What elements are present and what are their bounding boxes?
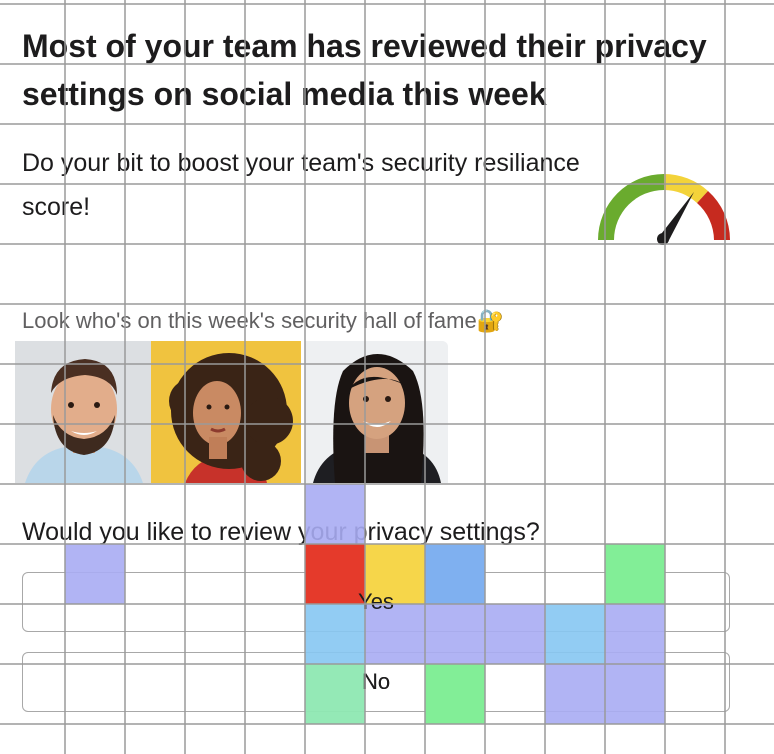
person-avatar [15,341,151,483]
message-title: Most of your team has reviewed their pri… [22,28,707,112]
hall-of-fame-photo-3 [305,341,448,483]
person-avatar [151,341,301,483]
hall-of-fame-label: Look who's on this week's security hall … [22,306,504,336]
question-text: Would you like to review your privacy se… [22,518,540,546]
option-no-label: No [361,669,391,694]
message-subtitle: Do your bit to boost your team's securit… [22,149,580,221]
option-yes-button[interactable]: Yes [22,572,730,632]
hall-of-fame-photo-2 [151,341,301,483]
hall-of-fame-photo-1 [15,341,151,483]
hall-of-fame-text: Look who's on this week's security hall … [22,308,477,333]
option-no-button[interactable]: No [22,652,730,712]
speedometer-gauge-icon [598,174,730,245]
person-avatar [305,341,448,483]
lock-key-icon: 🔐 [476,308,505,333]
option-yes-label: Yes [358,589,394,614]
